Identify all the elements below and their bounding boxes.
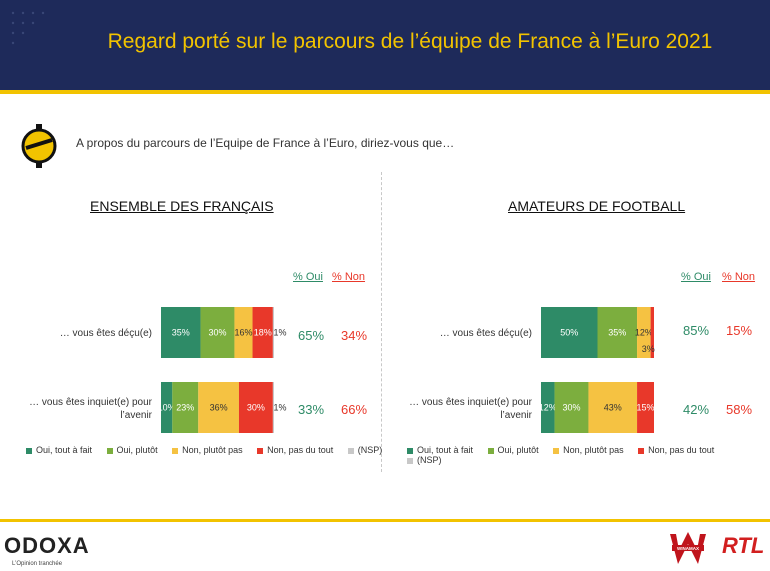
section-divider [381, 172, 382, 472]
bar-segment [234, 307, 253, 358]
dot-pattern-icon [11, 11, 45, 45]
question-text: A propos du parcours de l’Equipe de Fran… [76, 136, 455, 150]
bar-segment [541, 382, 555, 433]
oui-total-inquiet-left: 33% [298, 402, 325, 417]
bar-label: 3% [642, 344, 655, 354]
bar-segment [637, 307, 651, 358]
bar-segment [541, 307, 598, 358]
bar-label: 16% [234, 328, 252, 338]
odoxa-tagline: L’Opinion tranchée [12, 561, 63, 567]
oui-total-decu-left: 65% [298, 328, 325, 343]
bar-label: 1% [273, 403, 286, 413]
bar-segment [637, 382, 654, 433]
bar-label: 18% [254, 328, 272, 338]
col-oui-header-right: % Oui [681, 271, 711, 283]
bar-label: 12% [539, 403, 557, 413]
legend-item: Oui, tout à fait [407, 445, 473, 455]
legend-item: Non, plutôt pas [172, 445, 243, 455]
bar-label: 1% [273, 328, 286, 338]
legend-item: Non, plutôt pas [553, 445, 624, 455]
col-non-header-right: % Non [722, 271, 756, 283]
bar-label: 30% [563, 403, 581, 413]
bar-segment [272, 307, 274, 358]
legend-right: Oui, tout à fait Oui, plutôt Non, plutôt… [407, 445, 770, 465]
footer-stripe [0, 519, 770, 522]
legend-item: Oui, plutôt [487, 445, 539, 455]
page-title: Regard porté sur le parcours de l’équipe… [107, 30, 713, 53]
legend-left: Oui, tout à fait Oui, plutôt Non, plutôt… [26, 445, 394, 455]
non-total-inquiet-right: 58% [726, 402, 753, 417]
row-label-decu-right: … vous êtes déçu(e) [439, 328, 532, 339]
bar-label: 10% [158, 403, 176, 413]
col-non-header-left: % Non [332, 271, 366, 283]
non-total-decu-right: 15% [726, 323, 753, 338]
row-label-inquiet-left: … vous êtes inquiet(e) pour l’avenir [29, 397, 152, 421]
bar-segment [554, 382, 589, 433]
bar-segment [161, 307, 201, 358]
legend-item: (NSP) [407, 455, 442, 465]
bar-segment [238, 382, 273, 433]
bar-label: 50% [560, 328, 578, 338]
odoxa-brand: ODOXA [4, 533, 90, 558]
bar-label: 43% [604, 403, 622, 413]
odoxa-logo-icon [21, 124, 57, 168]
bar-segment [597, 307, 638, 358]
section-title-amateurs: AMATEURS DE FOOTBALL [508, 198, 686, 214]
non-total-decu-left: 34% [341, 328, 368, 343]
header-stripe [0, 90, 770, 94]
bar-label: 23% [176, 403, 194, 413]
bar-label: 36% [210, 403, 228, 413]
bar-segment [272, 382, 274, 433]
bar-label: 30% [247, 403, 265, 413]
bar-segment [200, 307, 235, 358]
bar-label: 15% [637, 403, 655, 413]
bar-label: 12% [635, 328, 653, 338]
bar-segment [252, 307, 273, 358]
legend-item: Non, pas du tout [257, 445, 333, 455]
bar-segment [588, 382, 638, 433]
row-label-inquiet-right: … vous êtes inquiet(e) pour l’avenir [409, 397, 532, 421]
winamax-logo-text: WINAMAX [677, 546, 699, 551]
oui-total-decu-right: 85% [683, 323, 710, 338]
bar-segment [172, 382, 199, 433]
bar-segment [650, 307, 654, 358]
rtl-logo: RTL [722, 533, 765, 558]
oui-total-inquiet-right: 42% [683, 402, 710, 417]
bar-segment [198, 382, 239, 433]
non-total-inquiet-left: 66% [341, 402, 368, 417]
bar-label: 35% [172, 328, 190, 338]
legend-item: (NSP) [347, 445, 382, 455]
bar-label: 35% [608, 328, 626, 338]
winamax-logo-icon: WINAMAX [670, 532, 706, 564]
bar-segment [161, 382, 173, 433]
legend-item: Non, pas du tout [638, 445, 714, 455]
bar-label: 30% [208, 328, 226, 338]
row-label-decu-left: … vous êtes déçu(e) [59, 328, 152, 339]
section-title-ensemble: ENSEMBLE DES FRANÇAIS [90, 198, 274, 214]
col-oui-header-left: % Oui [293, 271, 323, 283]
legend-item: Oui, plutôt [106, 445, 158, 455]
header-band [0, 0, 770, 90]
legend-item: Oui, tout à fait [26, 445, 92, 455]
